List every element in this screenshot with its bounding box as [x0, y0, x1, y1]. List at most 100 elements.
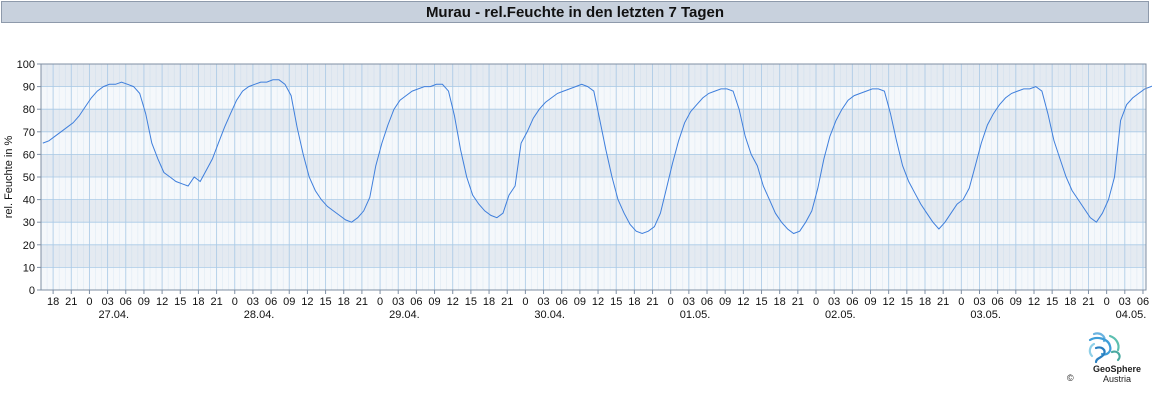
band [41, 177, 1146, 200]
band [41, 131, 1146, 155]
y-tick-label: 90 [23, 82, 35, 94]
x-tick-label: 06 [265, 296, 277, 308]
plot-frame [40, 63, 1147, 291]
x-tick-label: 06 [1137, 296, 1149, 308]
x-tick-label: 09 [283, 296, 295, 308]
x-tick-label: 03 [683, 296, 695, 308]
band [41, 154, 1146, 177]
x-tick-label: 0 [522, 296, 528, 308]
x-tick-label: 06 [701, 296, 713, 308]
x-tick-label: 18 [1064, 296, 1076, 308]
band [41, 244, 1146, 268]
y-tick-label: 20 [23, 240, 35, 252]
date-label: 29.04. [389, 309, 420, 321]
x-tick-label: 15 [174, 296, 186, 308]
copyright-symbol: © [1067, 373, 1074, 383]
date-label: 01.05. [680, 309, 711, 321]
x-tick-label: 0 [377, 296, 383, 308]
x-tick-label: 12 [301, 296, 313, 308]
y-tick-label: 0 [29, 285, 35, 297]
band [41, 109, 1146, 132]
y-tick-labels: 0 10 20 30 40 50 60 70 80 90 100 [17, 59, 35, 297]
x-tick-label: 06 [410, 296, 422, 308]
x-tick-label: 09 [864, 296, 876, 308]
y-tick-label: 100 [17, 59, 35, 71]
x-tick-label: 15 [755, 296, 767, 308]
band [41, 64, 1146, 87]
x-tick-label: 21 [1082, 296, 1094, 308]
x-tick-label: 21 [937, 296, 949, 308]
x-tick-label: 09 [574, 296, 586, 308]
geosphere-logo-icon [1088, 332, 1121, 364]
band [41, 86, 1146, 110]
x-tick-label: 0 [86, 296, 92, 308]
date-label: 30.04. [534, 309, 565, 321]
chart-title: Murau - rel.Feuchte in den letzten 7 Tag… [1, 1, 1149, 23]
x-tick-label: 12 [883, 296, 895, 308]
y-tick-label: 30 [23, 217, 35, 229]
y-tick-label: 50 [23, 172, 35, 184]
date-labels: 27.04. 28.04. 29.04. 30.04. 01.05. 02.05. 03.0… [98, 309, 1146, 321]
x-tick-label: 09 [1010, 296, 1022, 308]
x-tick-label: 06 [120, 296, 132, 308]
x-tick-label: 18 [628, 296, 640, 308]
x-tick-label: 21 [65, 296, 77, 308]
x-tick-label: 03 [537, 296, 549, 308]
x-tick-label: 18 [483, 296, 495, 308]
x-tick-label: 03 [828, 296, 840, 308]
x-tick-label: 21 [792, 296, 804, 308]
date-label: 02.05. [825, 309, 856, 321]
y-tick-label: 10 [23, 262, 35, 274]
x-tick-labels: 18 21 0 03 06 09 12 15 18 21 0 03 06 09 12 15 18 21 0 03 06 0… [47, 290, 1149, 308]
x-tick-label: 15 [465, 296, 477, 308]
x-tick-label: 12 [737, 296, 749, 308]
x-tick-label: 03 [392, 296, 404, 308]
x-tick-label: 12 [1028, 296, 1040, 308]
y-tick-label: 40 [23, 195, 35, 207]
x-tick-label: 03 [247, 296, 259, 308]
brand-country: Austria [1102, 374, 1131, 384]
logo-text: GeoSphere Austria [1082, 364, 1152, 384]
x-tick-label: 06 [992, 296, 1004, 308]
x-tick-label: 18 [338, 296, 350, 308]
date-label: 04.05. [1116, 309, 1147, 321]
x-tick-label: 09 [719, 296, 731, 308]
x-tick-label: 12 [156, 296, 168, 308]
x-tick-label: 21 [210, 296, 222, 308]
humidity-series-line [42, 79, 1152, 235]
x-tick-label: 18 [774, 296, 786, 308]
x-tick-label: 0 [1104, 296, 1110, 308]
band [41, 199, 1146, 223]
x-tick-label: 03 [973, 296, 985, 308]
x-tick-label: 21 [356, 296, 368, 308]
x-tick-label: 18 [192, 296, 204, 308]
brand-name: GeoSphere [1092, 364, 1141, 374]
x-tick-label: 03 [1119, 296, 1131, 308]
x-tick-label: 15 [1046, 296, 1058, 308]
date-label: 27.04. [98, 309, 129, 321]
x-tick-label: 0 [958, 296, 964, 308]
x-tick-label: 0 [668, 296, 674, 308]
x-tick-label: 15 [901, 296, 913, 308]
x-tick-label: 0 [813, 296, 819, 308]
x-tick-label: 18 [919, 296, 931, 308]
band [41, 222, 1146, 245]
x-tick-label: 21 [646, 296, 658, 308]
x-tick-label: 09 [428, 296, 440, 308]
date-label: 03.05. [970, 309, 1001, 321]
band [41, 267, 1146, 290]
y-tick-label: 70 [23, 127, 35, 139]
x-tick-label: 12 [592, 296, 604, 308]
x-tick-label: 18 [47, 296, 59, 308]
x-tick-label: 09 [138, 296, 150, 308]
y-tick-label: 60 [23, 149, 35, 161]
y-tick-label: 80 [23, 104, 35, 116]
x-tick-label: 15 [610, 296, 622, 308]
x-tick-label: 0 [232, 296, 238, 308]
x-tick-label: 06 [556, 296, 568, 308]
x-tick-label: 06 [846, 296, 858, 308]
date-label: 28.04. [244, 309, 275, 321]
x-tick-label: 21 [501, 296, 513, 308]
x-tick-label: 12 [447, 296, 459, 308]
